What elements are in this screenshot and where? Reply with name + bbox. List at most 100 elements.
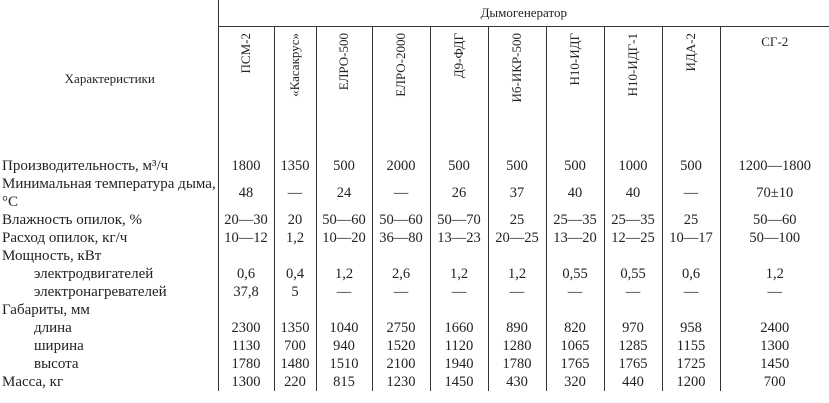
- cell: 2750: [371, 319, 430, 337]
- cell: 1350: [273, 319, 316, 337]
- cell: 37: [487, 175, 546, 211]
- cell: 1130: [217, 337, 274, 355]
- cell: —: [603, 283, 662, 301]
- cell: 958: [661, 319, 720, 337]
- column-header: ИДА-2: [661, 26, 720, 157]
- cell: —: [487, 283, 546, 301]
- column-header: ПСМ-2: [217, 26, 274, 157]
- cell: 40: [603, 175, 662, 211]
- cell: [371, 247, 430, 265]
- cell: 26: [429, 175, 488, 211]
- cell: 1660: [429, 319, 488, 337]
- table-row: ширина 1130 700 940 1520 1120 1280 1065 1285 1155…: [0, 337, 829, 355]
- cell: 50—100: [719, 229, 829, 247]
- cell: [315, 301, 372, 319]
- table-row: электродвигателей 0,6 0,4 1,2 2,6 1,2 1,2 0,55 0…: [0, 265, 829, 283]
- row-label: Габариты, мм: [2, 302, 90, 318]
- row-label: Влажность опилок, %: [2, 212, 143, 228]
- cell: 440: [603, 373, 662, 391]
- column-header-text: ИДА-2: [683, 33, 698, 72]
- row-label: длина: [34, 320, 72, 336]
- cell: 0,6: [661, 265, 720, 283]
- column-header: СГ-2: [719, 26, 829, 157]
- cell: —: [371, 283, 430, 301]
- cell: 50—60: [371, 211, 430, 229]
- row-label: высота: [34, 356, 79, 372]
- cell: 2400: [719, 319, 829, 337]
- cell: —: [545, 283, 604, 301]
- table-row: Габариты, мм: [0, 301, 829, 319]
- cell: 1,2: [487, 265, 546, 283]
- cell: [545, 301, 604, 319]
- cell: 50—60: [315, 211, 372, 229]
- cell: [273, 247, 316, 265]
- cell: [545, 247, 604, 265]
- cell: 500: [487, 157, 546, 175]
- row-header: Характеристики: [64, 70, 155, 86]
- cell: [487, 301, 546, 319]
- cell: 500: [545, 157, 604, 175]
- cell: 220: [273, 373, 316, 391]
- cell: 10—17: [661, 229, 720, 247]
- cell: 1780: [487, 355, 546, 373]
- cell: [217, 247, 274, 265]
- cell: 700: [273, 337, 316, 355]
- cell: 700: [719, 373, 829, 391]
- table-row: Минимальная температура дыма, °С 48—24—26…: [0, 175, 829, 211]
- table-row: Масса, кг 1300 220 815 1230 1450 430 320 440 1200…: [0, 373, 829, 391]
- cell: [661, 301, 720, 319]
- cell: —: [315, 283, 372, 301]
- cell: [487, 247, 546, 265]
- cell: 25: [487, 211, 546, 229]
- column-header-text: Иб-ИКР-500: [509, 33, 524, 103]
- cell: 2100: [371, 355, 430, 373]
- column-header-text: «Касакрус»: [287, 33, 302, 97]
- cell: 815: [315, 373, 372, 391]
- cell: 25—35: [545, 211, 604, 229]
- cell: [719, 247, 829, 265]
- column-header-text: ЕЛРО-500: [336, 33, 351, 91]
- cell: 1300: [719, 337, 829, 355]
- column-header-text: Н10-ИДГ: [567, 33, 582, 86]
- cell: 1,2: [315, 265, 372, 283]
- column-header-text: СГ-2: [761, 34, 789, 49]
- cell: 70±10: [719, 175, 829, 211]
- cell: 13—20: [545, 229, 604, 247]
- cell: —: [273, 175, 316, 211]
- row-label: Мощность, кВт: [2, 248, 102, 264]
- cell: 1,2: [429, 265, 488, 283]
- column-header: ЕЛРО-500: [315, 26, 372, 157]
- cell: 1040: [315, 319, 372, 337]
- cell: 1940: [429, 355, 488, 373]
- column-header: Н10-ИДГ-1: [603, 26, 662, 157]
- cell: —: [661, 283, 720, 301]
- cell: [719, 301, 829, 319]
- cell: 25—35: [603, 211, 662, 229]
- cell: 1480: [273, 355, 316, 373]
- group-header: Дымогенератор: [217, 0, 829, 27]
- cell: [429, 247, 488, 265]
- cell: 10—12: [217, 229, 274, 247]
- cell: 1765: [603, 355, 662, 373]
- cell: 820: [545, 319, 604, 337]
- column-header-text: ЕЛРО-2000: [393, 33, 408, 97]
- cell: [603, 247, 662, 265]
- cell: 1280: [487, 337, 546, 355]
- cell: —: [719, 283, 829, 301]
- cell: 1230: [371, 373, 430, 391]
- cell: [273, 301, 316, 319]
- row-label: Масса, кг: [2, 374, 64, 390]
- cell: 1510: [315, 355, 372, 373]
- cell: 1520: [371, 337, 430, 355]
- spec-table: Характеристики Дымогенератор ПСМ-2 «Касак…: [0, 0, 829, 391]
- cell: 320: [545, 373, 604, 391]
- cell: 1350: [273, 157, 316, 175]
- cell: 20—25: [487, 229, 546, 247]
- table-row: Влажность опилок, % 20—30 20 50—60 50—60 50—7…: [0, 211, 829, 229]
- column-header: ЕЛРО-2000: [371, 26, 430, 157]
- cell: 430: [487, 373, 546, 391]
- table-row: Мощность, кВт: [0, 247, 829, 265]
- cell: 1,2: [719, 265, 829, 283]
- cell: 50—70: [429, 211, 488, 229]
